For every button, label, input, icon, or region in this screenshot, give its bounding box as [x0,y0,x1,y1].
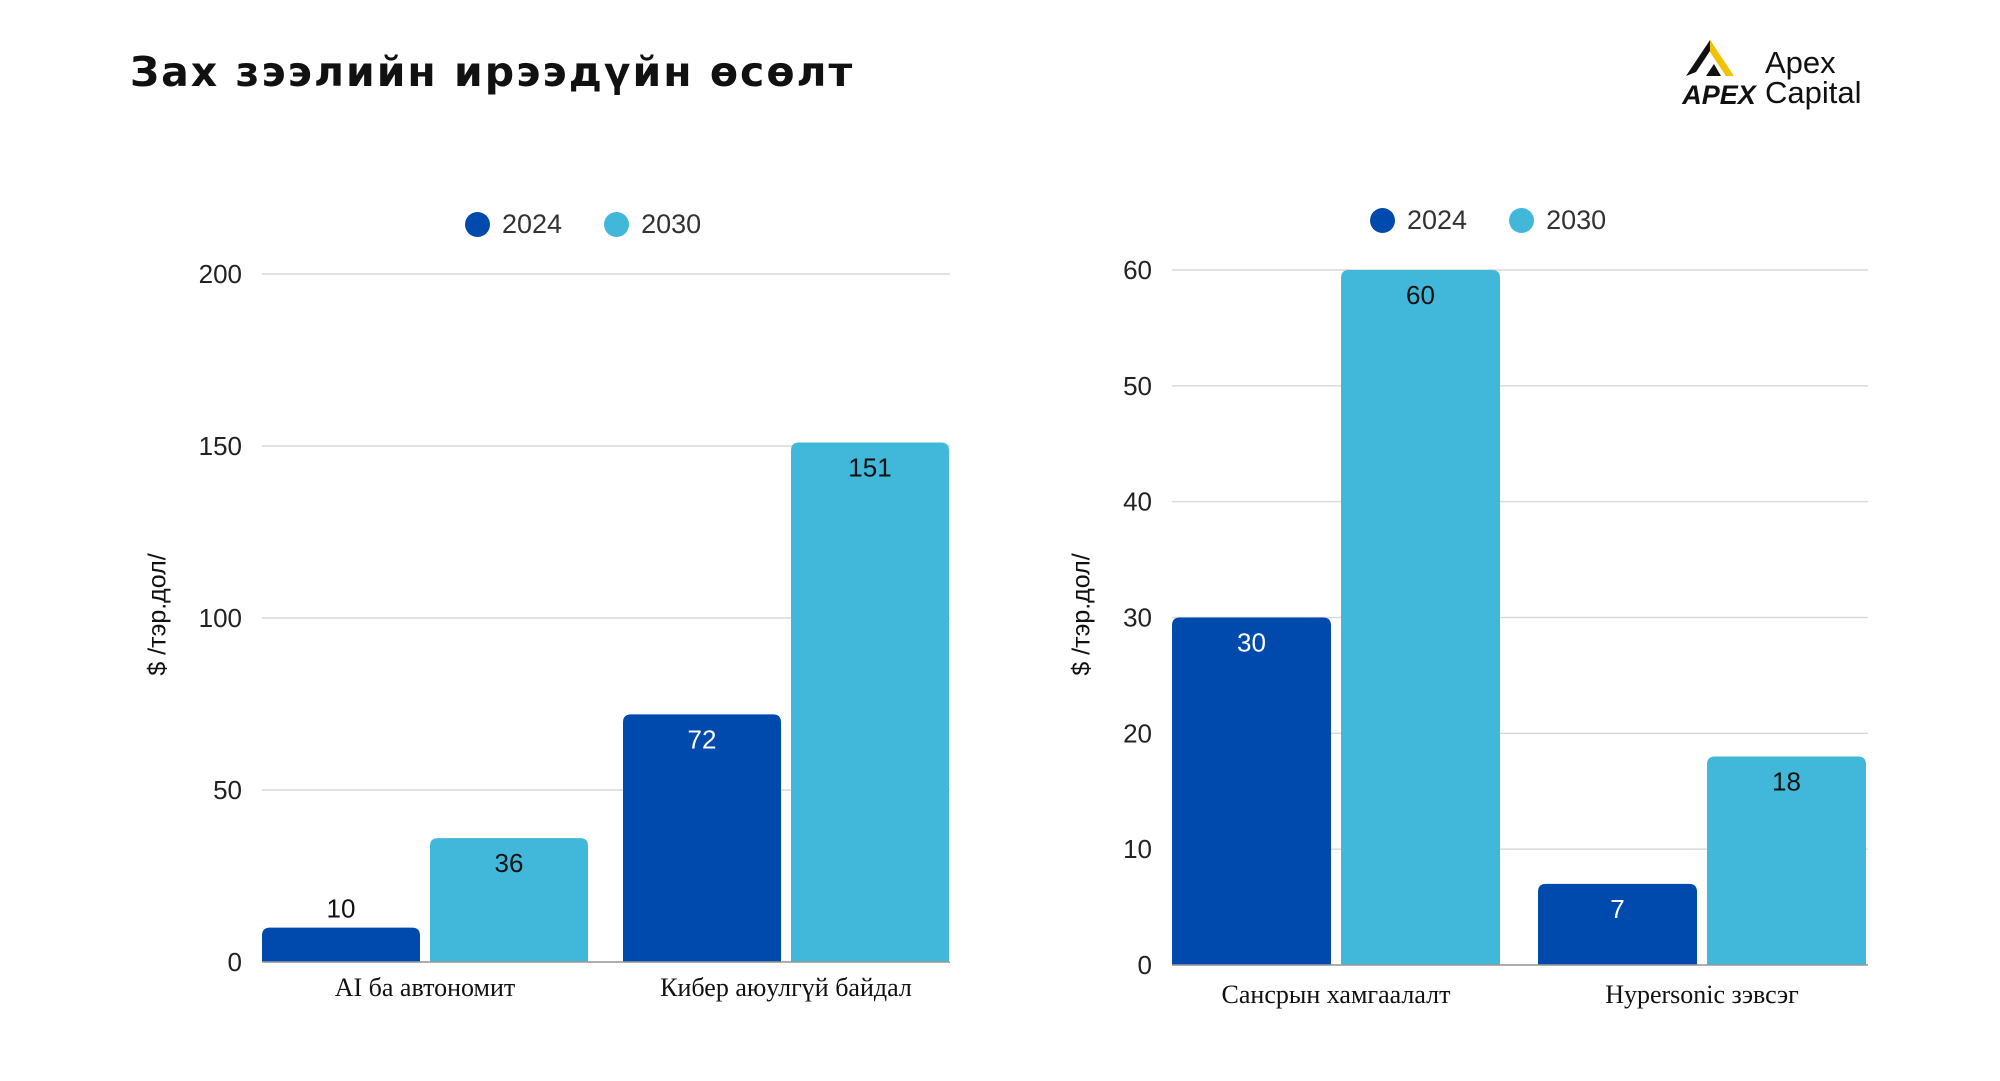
y-tick-label: 0 [228,947,242,977]
x-category-label: AI ба автономит [335,973,516,1002]
y-tick-label: 150 [199,431,242,461]
y-tick-label: 50 [1123,371,1152,401]
y-tick-label: 200 [199,259,242,289]
bar-2024 [1172,618,1331,966]
bar-2024 [262,928,420,962]
data-label: 7 [1610,894,1624,924]
data-label: 60 [1406,280,1435,310]
y-tick-label: 0 [1138,950,1152,980]
chart-left-plot: 0 50 100 150 200 10 36 AI ба автономит 72 151 Кибе… [0,0,1000,1081]
data-label: 151 [848,453,891,483]
x-category-label: Сансрын хамгаалалт [1222,980,1451,1009]
chart-left: 2024 2030 $ /тэр.дол/ 0 50 100 150 200 10 36 AI… [0,0,1000,1081]
y-tick-label: 30 [1123,603,1152,633]
chart-right: 2024 2030 $ /тэр.дол/ 0 10 20 30 40 50 60 30 60 С… [1000,0,2000,1081]
data-label: 36 [495,848,524,878]
y-tick-label: 10 [1123,834,1152,864]
x-category-label: Hypersonic зэвсэг [1605,980,1799,1009]
bar-2030 [791,443,949,962]
chart-right-plot: 0 10 20 30 40 50 60 30 60 Сансрын хамгаалалт 7 18 Hy… [1000,0,2000,1081]
y-tick-label: 50 [213,775,242,805]
y-tick-label: 20 [1123,718,1152,748]
data-label: 10 [327,894,356,924]
y-tick-label: 100 [199,603,242,633]
bar-2030 [1341,270,1500,965]
data-label: 18 [1772,767,1801,797]
y-tick-label: 40 [1123,487,1152,517]
data-label: 72 [688,724,717,754]
x-category-label: Кибер аюулгүй байдал [660,973,912,1002]
data-label: 30 [1237,628,1266,658]
y-tick-label: 60 [1123,255,1152,285]
